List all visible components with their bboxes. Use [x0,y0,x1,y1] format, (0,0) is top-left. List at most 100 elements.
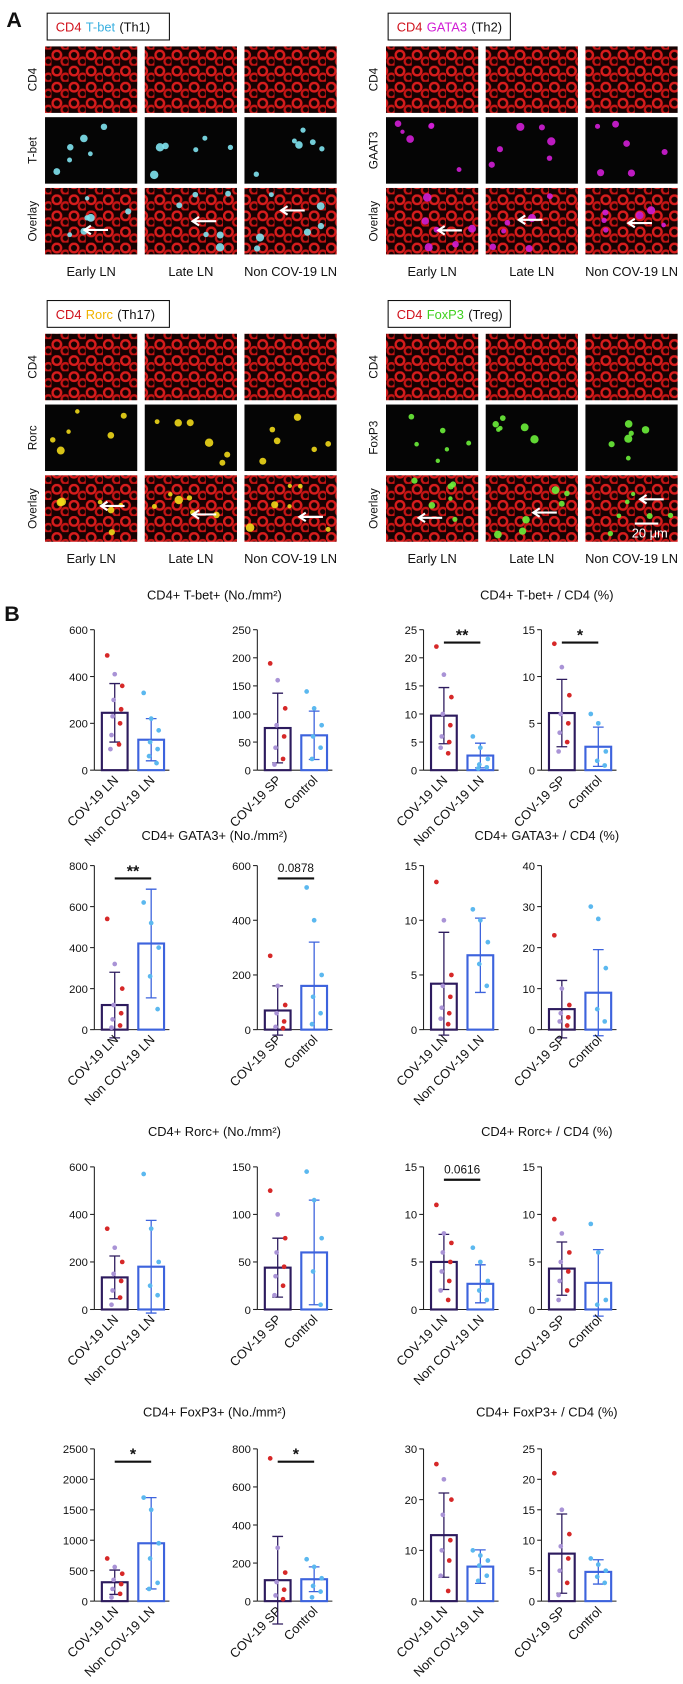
marker-cell [309,139,316,146]
marker-cell [608,441,615,448]
y-tick-label: 15 [523,1505,536,1517]
marker-cell [297,483,303,489]
data-point [588,711,594,717]
y-tick-label: 600 [69,902,88,914]
group-title: CD4 FoxP3 (Treg) [397,307,503,322]
data-point [112,961,118,967]
data-point [141,1171,147,1177]
marker-cell [530,435,539,444]
x-tick-label: COV-19 SP [511,1032,569,1090]
marker-cell [268,192,274,198]
data-point [110,1586,115,1592]
marker-cell [421,217,429,225]
data-point [156,1540,162,1546]
marker-cell [108,529,115,536]
data-point [595,916,601,922]
title-part: (Th2) [471,19,502,34]
arrow [99,500,125,512]
data-point [154,760,159,766]
data-point [566,1002,572,1008]
micrograph [144,475,237,542]
data-point [447,994,453,1000]
marker-cell [624,420,633,428]
data-point [110,713,115,719]
significance-label: * [130,1446,137,1464]
marker-cell [227,144,234,151]
arrow [190,509,217,520]
y-tick-label: 20 [405,1495,418,1507]
y-tick-label: 15 [523,1162,536,1174]
marker-cell [497,425,503,431]
data-point [551,641,557,647]
marker-cell [661,148,668,156]
data-point [485,756,491,762]
micrograph [385,187,479,255]
micrograph [485,46,578,113]
x-tick-label: Control [281,1603,321,1643]
y-tick-label: 400 [232,1520,251,1532]
row-label: FoxP3 [367,420,380,454]
data-point [118,706,124,712]
data-point [485,1558,491,1563]
marker-cell [216,231,224,239]
data-point [565,1014,571,1020]
y-tick-label: 2500 [63,1444,88,1456]
data-point [484,764,490,770]
marker-cell [489,243,497,251]
data-point [476,1563,482,1568]
data-point [447,1259,453,1265]
marker-cell [594,123,601,129]
data-point [109,732,114,738]
marker-cell [149,170,159,180]
y-tick-label: 0 [245,1596,251,1608]
data-point [558,1010,564,1016]
marker-cell [316,202,325,211]
y-tick-label: 250 [232,625,251,637]
marker-cell [300,127,306,133]
data-point [304,689,310,694]
y-tick-label: 600 [69,1162,88,1174]
marker-cell [444,447,450,452]
title-part: CD4 [56,307,82,322]
data-point [117,1295,123,1300]
data-point [477,745,483,751]
marker-cell [317,222,325,230]
data-point [594,1574,600,1580]
micrograph [485,475,578,542]
y-tick-label: 0 [245,1305,251,1317]
y-tick-label: 30 [405,1444,418,1456]
y-tick-label: 0 [529,1596,535,1608]
marker-cell [202,135,208,141]
arrow [190,216,217,227]
data-point [594,758,600,764]
marker-cell [516,122,525,131]
y-tick-label: 40 [523,861,536,873]
marker-cell [603,227,609,233]
marker-cell [597,169,605,177]
column-label: Late LN [509,551,554,566]
marker-cell [225,190,231,197]
row-label: Rorc [26,425,39,450]
data-point [110,1017,115,1022]
data-point [565,720,571,726]
data-point [273,1593,278,1598]
data-point [434,1202,439,1208]
data-point [602,1580,608,1586]
arrow [516,214,543,226]
title-box [387,12,511,41]
marker-cell [499,415,506,421]
column-label: Non COV-19 LN [585,551,678,566]
marker-cell [627,169,636,177]
marker-cell [504,219,511,226]
column-label: Late LN [509,264,554,279]
data-point [109,1025,114,1030]
data-point [117,1023,123,1028]
significance-label: ** [127,862,140,880]
data-point [439,1005,445,1011]
figure-title: CD4+ FoxP3+ / CD4 (%) [476,1405,617,1420]
y-tick-label: 5 [411,1257,417,1269]
data-point [470,1245,476,1251]
marker-cell [271,501,279,509]
data-point [148,1226,154,1232]
data-point [118,1278,124,1284]
